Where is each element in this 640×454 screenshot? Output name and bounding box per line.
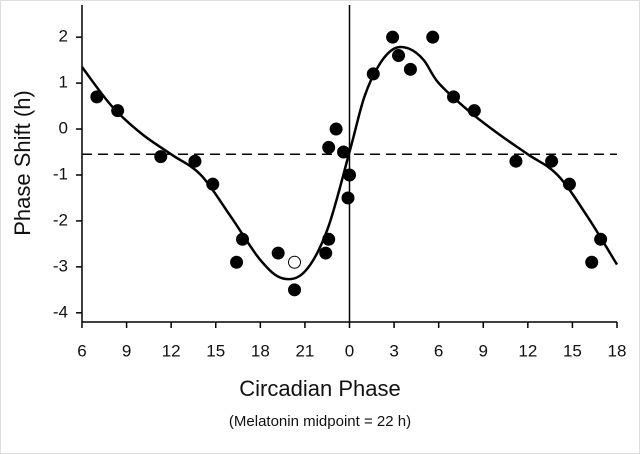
y-tick-label: 1 (59, 73, 68, 92)
x-tick-label: 15 (206, 341, 225, 360)
data-point (585, 255, 599, 269)
subtitle: (Melatonin midpoint = 22 h) (229, 413, 411, 430)
x-axis-title: Circadian Phase (239, 376, 400, 401)
y-tick-label: -4 (53, 302, 68, 321)
data-point (90, 90, 104, 104)
y-tick-label: -1 (53, 164, 68, 183)
fit-curve (81, 45, 619, 281)
data-point (545, 154, 559, 168)
data-point (154, 150, 168, 164)
data-point (188, 154, 202, 168)
data-point (426, 30, 440, 44)
data-point (288, 255, 302, 269)
x-tick-label: 15 (563, 341, 582, 360)
x-tick-label: 9 (122, 341, 131, 360)
data-point (403, 62, 417, 76)
data-point (288, 283, 302, 297)
y-tick-label: 0 (59, 119, 68, 138)
data-point (343, 168, 356, 182)
y-tick-label: 2 (59, 27, 68, 46)
x-tick-label: 18 (608, 341, 627, 360)
data-point (594, 232, 608, 246)
x-tick-label: 6 (434, 341, 443, 360)
data-point (447, 90, 461, 104)
data-point (322, 232, 336, 246)
data-point (467, 104, 481, 118)
data-point (329, 122, 343, 136)
y-tick-label: -2 (53, 210, 68, 229)
x-tick-label: 18 (251, 341, 270, 360)
x-tick-label: 21 (295, 341, 314, 360)
data-point (392, 49, 406, 63)
data-point (322, 140, 336, 154)
data-point (509, 154, 523, 168)
y-axis-title: Phase Shift (h) (10, 90, 35, 236)
data-point (206, 177, 220, 191)
data-point (111, 104, 125, 118)
data-point (337, 145, 351, 159)
x-tick-label: 9 (479, 341, 488, 360)
data-point (562, 177, 576, 191)
x-tick-label: 0 (345, 341, 354, 360)
data-point (319, 246, 333, 260)
data-point (236, 232, 249, 246)
x-tick-label: 6 (77, 341, 86, 360)
data-point (230, 255, 244, 269)
x-tick-label: 3 (389, 341, 398, 360)
data-point (366, 67, 380, 81)
y-tick-label: -3 (53, 256, 68, 275)
data-point (386, 30, 400, 44)
x-tick-label: 12 (162, 341, 181, 360)
data-point (341, 191, 355, 205)
data-point (271, 246, 285, 260)
x-tick-label: 12 (518, 341, 537, 360)
